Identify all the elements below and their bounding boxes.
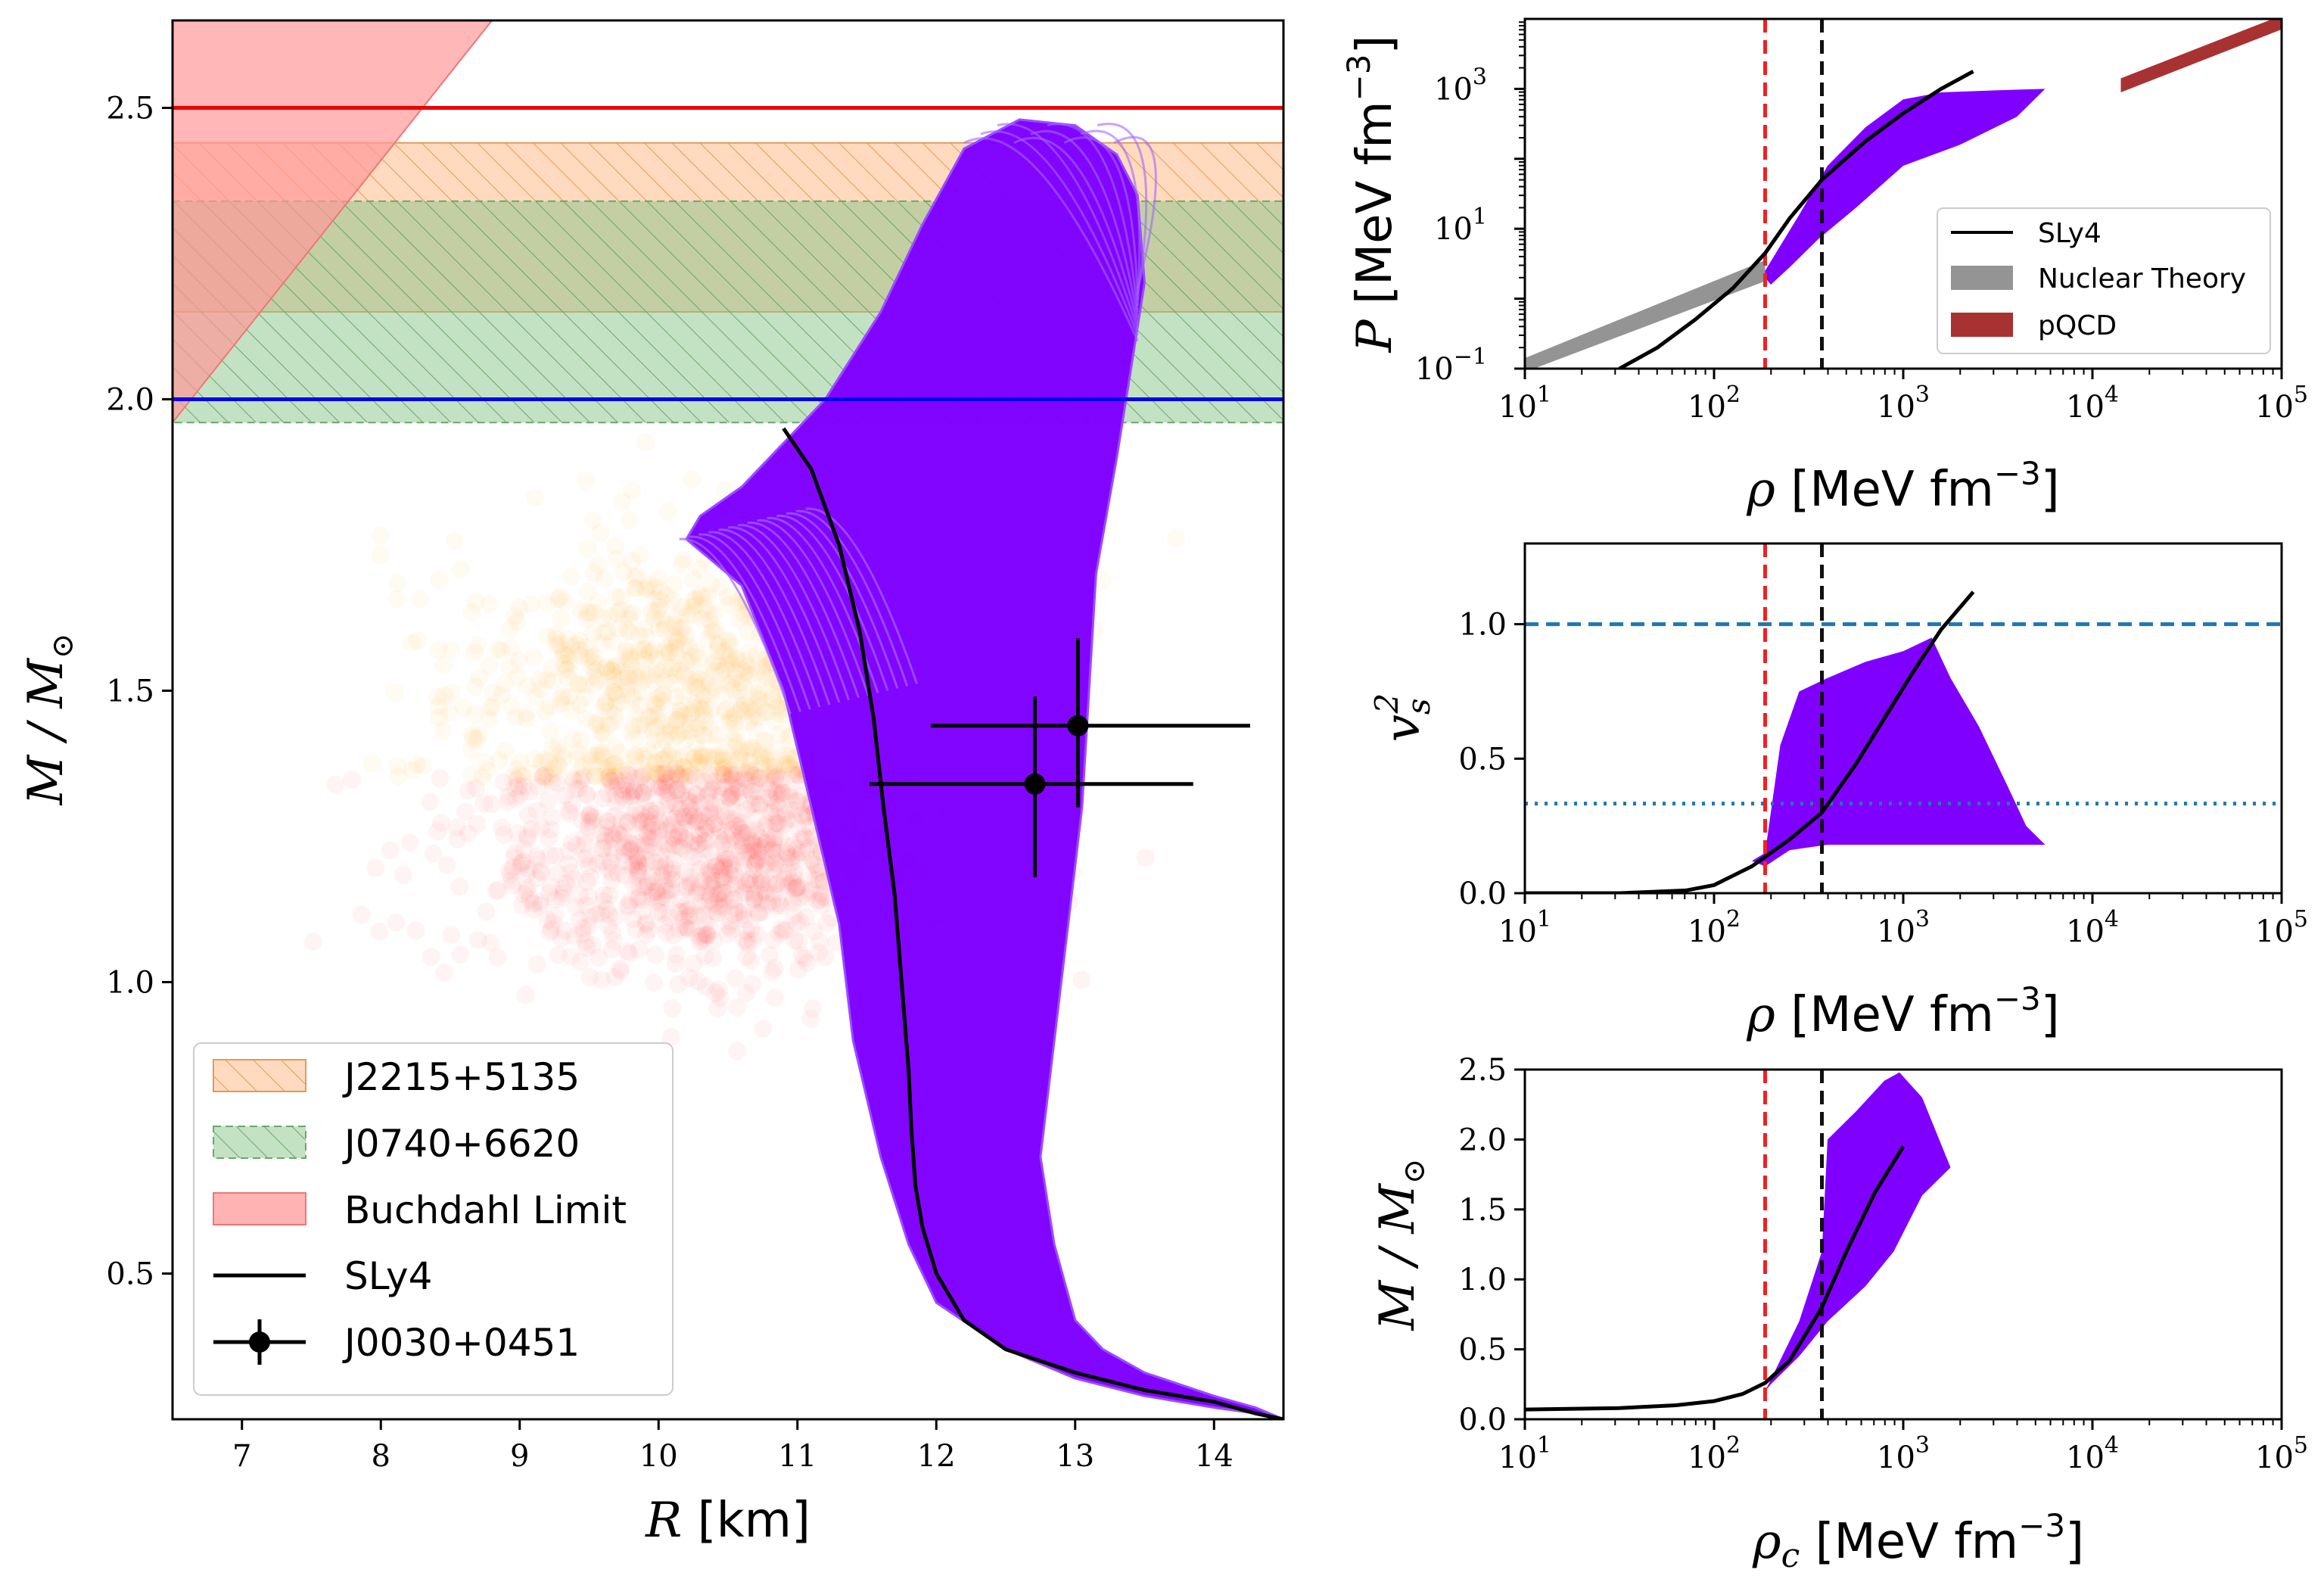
mass-central-density-x-label: ρc [MeV fm−3] [1752, 1507, 2084, 1579]
speed-of-sound-x-label: ρ [MeV fm−3] [1746, 980, 2059, 1043]
x-tick-label-9: 9 [510, 1439, 529, 1474]
mass-central-density-y-label: M / M⊙ [1370, 1159, 1432, 1331]
x-tick-label-10: 10 [639, 1439, 678, 1474]
eos-band [684, 118, 1283, 1419]
legend-swatch-j0740 [213, 1126, 306, 1159]
y-tick-label-3: 1.5 [1458, 1193, 1507, 1228]
legend-label-j0030: J0030+0451 [342, 1321, 580, 1365]
y-tick-label-0: 10−1 [1415, 344, 1487, 387]
legend-swatch-buchdahl [213, 1192, 306, 1225]
x-tick-label-5: 105 [2255, 1432, 2308, 1475]
pressure-legend-frame [1937, 207, 2271, 354]
sly4-curve [1525, 1145, 1906, 1412]
y-tick-label-2: 1.0 [1458, 608, 1507, 643]
x-tick-label-8: 8 [372, 1439, 390, 1474]
y-tick-label-4: 2.5 [106, 92, 154, 126]
pressure-legend-label-nuclear: Nuclear Theory [2038, 263, 2246, 294]
y-tick-label-1: 1.0 [106, 966, 154, 1001]
legend-swatch-j0030 [213, 1319, 306, 1365]
eos-wisps [679, 123, 1157, 715]
y-tick-label-1: 0.5 [1458, 742, 1507, 777]
y-tick-label-0: 0.0 [1458, 877, 1507, 911]
y-tick-label-5: 2.5 [1458, 1053, 1507, 1088]
legend-frame [193, 1042, 674, 1396]
x-tick-label-4: 104 [2066, 906, 2119, 949]
legend-label-j2215: J2215+5135 [342, 1055, 580, 1099]
y-tick-label-1: 101 [1434, 204, 1487, 247]
x-tick-label-1: 101 [1498, 906, 1551, 949]
x-tick-label-1: 101 [1498, 1432, 1551, 1475]
mass-radius-y-label: M / M⊙ [18, 634, 80, 806]
y-tick-label-1: 0.5 [1458, 1333, 1507, 1368]
eos-band [1765, 89, 2046, 285]
x-tick-label-12: 12 [917, 1439, 956, 1474]
legend-swatch-j2215 [213, 1059, 306, 1092]
pressure-legend-swatch-pqcd [1951, 313, 2013, 337]
pressure-y-ticks: 10−1 101 103 [1415, 21, 1525, 387]
y-tick-label-4: 2.0 [1458, 1123, 1507, 1157]
y-tick-label-2: 1.0 [1458, 1263, 1507, 1297]
x-tick-label-3: 103 [1877, 381, 1930, 425]
x-tick-label-1: 101 [1498, 381, 1551, 425]
mass-radius-legend: J2215+5135 J0740+6620 Buchdahl Limit SLy… [193, 1042, 674, 1396]
mass-radius-panel: 7 8 9 10 11 12 13 14 0.5 1.0 1.5 2.0 2.5 R [km] M /… [18, 19, 1285, 1549]
speed-of-sound-x-ticks: 101 102 103 104 105 [1498, 893, 2308, 949]
pqcd-band [2120, 19, 2282, 92]
mass-radius-y-ticks: 0.5 1.0 1.5 2.0 2.5 [106, 92, 173, 1292]
mass-central-density-y-ticks: 0.0 0.5 1.0 1.5 2.0 2.5 [1458, 1053, 1525, 1437]
x-tick-label-13: 13 [1056, 1439, 1094, 1474]
sly4-curve [782, 427, 1283, 1419]
mass-radius-x-ticks: 7 8 9 10 11 12 13 14 [232, 1419, 1234, 1474]
sly4-curve [1618, 70, 1974, 369]
x-tick-label-3: 103 [1877, 906, 1930, 949]
speed-of-sound-y-ticks: 0.0 0.5 1.0 [1458, 608, 1525, 911]
speed-of-sound-panel: 101 102 103 104 105 0.0 0.5 1.0 ρ [MeV fm−3] v… [1368, 542, 2308, 1043]
speed-of-sound-y-label: vs2 [1368, 693, 1437, 742]
mass-radius-x-label: R [km] [645, 1493, 810, 1549]
x-tick-label-2: 102 [1688, 906, 1741, 949]
j0030-point-2 [930, 638, 1250, 808]
legend-label-sly4: SLy4 [344, 1254, 432, 1298]
y-tick-label-0: 0.0 [1458, 1403, 1507, 1437]
pressure-legend: SLy4 Nuclear Theory pQCD [1937, 207, 2271, 354]
mass-radius-frame [171, 19, 1285, 1421]
x-tick-label-2: 102 [1688, 381, 1741, 425]
x-tick-label-14: 14 [1195, 1439, 1234, 1474]
pressure-x-label: ρ [MeV fm−3] [1746, 455, 2059, 518]
x-tick-label-5: 105 [2255, 906, 2308, 949]
x-tick-label-11: 11 [778, 1439, 817, 1474]
y-tick-label-3: 2.0 [106, 383, 154, 418]
speed-of-sound-plot-area [1525, 543, 2282, 893]
y-tick-label-2: 103 [1434, 64, 1487, 107]
y-tick-label-2: 1.5 [106, 674, 154, 709]
nuclear-theory-band [1525, 260, 1766, 369]
pressure-y-label: P [MeV fm−3] [1340, 36, 1403, 353]
pressure-x-ticks: 101 102 103 104 105 [1498, 369, 2308, 425]
legend-label-j0740: J0740+6620 [342, 1122, 580, 1166]
x-tick-label-5: 105 [2255, 381, 2308, 425]
mass-central-density-plot-area [1525, 1070, 1951, 1419]
x-tick-label-7: 7 [232, 1439, 251, 1474]
y-tick-label-0: 0.5 [106, 1257, 154, 1292]
pressure-legend-label-pqcd: pQCD [2038, 310, 2117, 341]
mass-central-density-panel: 101 102 103 104 105 0.0 0.5 1.0 1.5 2.0 2.5 ρc [M… [1370, 1053, 2308, 1579]
pressure-legend-label-sly4: SLy4 [2038, 218, 2102, 249]
pressure-legend-swatch-nuclear [1951, 266, 2013, 290]
mass-central-density-x-ticks: 101 102 103 104 105 [1498, 1419, 2308, 1475]
sly4-curve [1525, 590, 1975, 893]
pressure-plot-area [1525, 19, 2282, 369]
x-tick-label-4: 104 [2066, 381, 2119, 425]
buchdahl-limit-region [173, 20, 493, 424]
x-tick-label-3: 103 [1877, 1432, 1930, 1475]
x-tick-label-4: 104 [2066, 1432, 2119, 1475]
legend-label-buchdahl: Buchdahl Limit [344, 1188, 627, 1232]
x-tick-label-2: 102 [1688, 1432, 1741, 1475]
mass-radius-plot-area [173, 20, 1283, 1419]
